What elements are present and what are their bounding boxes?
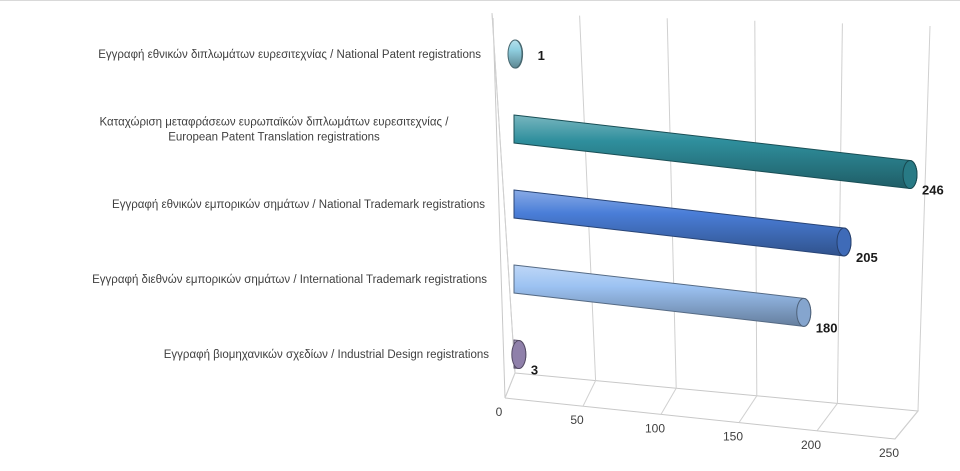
floor <box>504 372 919 440</box>
tick-label: 200 <box>801 438 821 452</box>
bar-body <box>513 189 852 257</box>
category-label-line: Εγγραφή εθνικών εμπορικών σημάτων / Nati… <box>112 199 485 211</box>
tick-label: 250 <box>879 446 899 460</box>
bar-body <box>513 264 812 327</box>
floor-gridline <box>738 395 758 423</box>
category-label: Εγγραφή εθνικών διπλωμάτων ευρεσιτεχνίας… <box>98 49 481 61</box>
x-axis-ticks: 0 50 100 150 200 250 <box>496 405 900 460</box>
bar <box>511 339 527 370</box>
data-label: 3 <box>531 363 538 378</box>
category-labels: Εγγραφή εθνικών διπλωμάτων ευρεσιτεχνίας… <box>92 49 489 361</box>
floor-gridline <box>816 403 838 432</box>
bar <box>513 189 852 257</box>
category-label-line: Εγγραφή βιομηχανικών σχεδίων / Industria… <box>164 349 489 361</box>
bar-cap <box>511 340 527 370</box>
category-label-line: Εγγραφή διεθνών εμπορικών σημάτων / Inte… <box>92 274 487 286</box>
category-label: Εγγραφή διεθνών εμπορικών σημάτων / Inte… <box>92 274 487 286</box>
floor-gridline <box>504 372 516 399</box>
category-label: Εγγραφή βιομηχανικών σχεδίων / Industria… <box>164 349 489 361</box>
tick-label: 100 <box>645 421 665 435</box>
category-label-line: Καταχώριση μεταφράσεων ευρωπαϊκών διπλωμ… <box>100 117 450 129</box>
floor-gridline <box>894 410 919 440</box>
bar <box>513 114 918 190</box>
tick-label: 50 <box>570 413 584 427</box>
bar <box>507 39 524 69</box>
bar-body <box>513 114 918 190</box>
category-label-line: Εγγραφή εθνικών διπλωμάτων ευρεσιτεχνίας… <box>98 49 481 61</box>
data-label: 1 <box>538 48 545 63</box>
bar-cap <box>902 160 918 190</box>
bar-base <box>507 39 523 69</box>
gridline <box>754 20 758 396</box>
gridline <box>491 12 516 374</box>
category-label-line: European Patent Translation registration… <box>168 132 380 144</box>
tick-label: 0 <box>496 405 503 419</box>
gridline <box>917 25 931 412</box>
floor-gridline <box>582 380 597 407</box>
gridline <box>836 23 843 404</box>
data-labels: 1 246 205 180 3 <box>531 48 944 377</box>
data-label: 205 <box>856 250 878 265</box>
category-label: Καταχώριση μεταφράσεων ευρωπαϊκών διπλωμ… <box>100 117 450 144</box>
tick-label: 150 <box>723 430 743 444</box>
bar-cap <box>796 297 812 327</box>
data-label: 180 <box>816 320 838 335</box>
category-label: Εγγραφή εθνικών εμπορικών σημάτων / Nati… <box>112 199 485 211</box>
bars <box>507 39 918 370</box>
bar <box>513 264 812 327</box>
floor-gridline <box>660 387 677 415</box>
data-label: 246 <box>922 183 944 198</box>
bar-cap <box>836 227 852 257</box>
gridline <box>666 18 677 389</box>
